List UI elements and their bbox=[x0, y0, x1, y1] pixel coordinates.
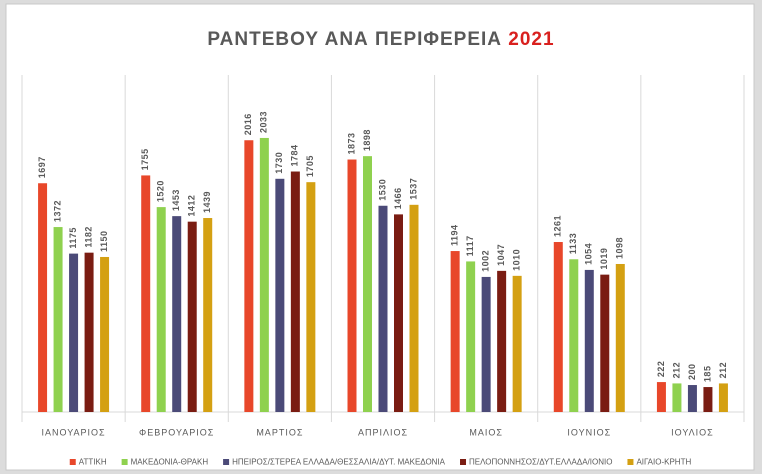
bar bbox=[409, 204, 419, 412]
x-tick-label: ΑΠΡΙΛΙΟΣ bbox=[358, 427, 408, 437]
bar bbox=[569, 259, 579, 412]
data-label: 2016 bbox=[243, 113, 253, 135]
legend-label: ΑΙΓΑΙΟ-ΚΡΗΤΗ bbox=[636, 458, 691, 467]
data-label: 1705 bbox=[305, 155, 315, 177]
x-tick-label: ΜΑΙΟΣ bbox=[469, 427, 503, 437]
legend-label: ΠΕΛΟΠΟΝΝΗΣΟΣ/ΔΥΤ.ΕΛΛΑΔΑ/ΙΟΝΙΟ bbox=[469, 458, 612, 467]
bar bbox=[141, 175, 151, 412]
bar bbox=[275, 178, 285, 412]
data-label: 2033 bbox=[259, 111, 269, 133]
data-label: 1412 bbox=[187, 195, 197, 217]
chart-title: ΡΑΝΤΕΒΟΥ ΑΝΑ ΠΕΡΙΦΕΡΕΙΑ 2021 bbox=[207, 29, 554, 50]
bar bbox=[69, 253, 79, 412]
bar bbox=[584, 269, 594, 412]
bar bbox=[656, 382, 666, 412]
data-label: 1697 bbox=[37, 156, 47, 178]
legend-swatch bbox=[121, 459, 128, 465]
data-label: 1117 bbox=[465, 235, 475, 256]
data-label: 1453 bbox=[171, 189, 181, 211]
data-label: 1194 bbox=[450, 225, 460, 247]
legend-label: ΜΑΚΕΔΟΝΙΑ-ΘΡΑΚΗ bbox=[131, 458, 209, 467]
data-label: 1466 bbox=[393, 187, 403, 209]
bar bbox=[363, 156, 372, 412]
data-label: 212 bbox=[718, 362, 728, 379]
legend-swatch bbox=[69, 459, 76, 465]
legend-label: ΗΠΕΙΡΟΣ/ΣΤΕΡΕΑ ΕΛΛΑΔΑ/ΘΕΣΣΑΛΙΑ/ΔΥΤ. ΜΑΚΕ… bbox=[232, 458, 446, 467]
data-label: 1261 bbox=[553, 215, 563, 237]
data-label: 1019 bbox=[599, 248, 609, 270]
data-label: 1755 bbox=[140, 148, 150, 170]
bar bbox=[615, 263, 625, 412]
legend-swatch bbox=[223, 459, 230, 465]
bar bbox=[53, 227, 63, 412]
data-label: 222 bbox=[656, 361, 666, 378]
bar bbox=[306, 182, 316, 412]
data-label: 1784 bbox=[290, 144, 300, 166]
bar bbox=[38, 183, 48, 412]
x-tick-label: ΙΑΝΟΥΑΡΙΟΣ bbox=[42, 427, 106, 437]
legend-label: ΑΤΤΙΚΗ bbox=[79, 458, 107, 467]
x-tick-label: ΦΕΒΡΟΥΑΡΙΟΣ bbox=[139, 427, 214, 437]
bar bbox=[687, 385, 697, 412]
data-label: 1372 bbox=[52, 200, 62, 222]
bar bbox=[347, 159, 357, 412]
bar bbox=[553, 242, 563, 412]
bar bbox=[672, 383, 682, 412]
title-text: ΡΑΝΤΕΒΟΥ ΑΝΑ ΠΕΡΙΦΕΡΕΙΑ bbox=[207, 29, 502, 50]
x-tick-label: ΙΟΥΝΙΟΣ bbox=[567, 427, 611, 437]
data-label: 1439 bbox=[202, 191, 212, 213]
bar bbox=[244, 140, 254, 412]
legend-swatch bbox=[627, 459, 634, 465]
data-label: 1182 bbox=[83, 226, 93, 248]
bar bbox=[172, 216, 182, 412]
bar bbox=[290, 171, 300, 412]
data-label: 1047 bbox=[496, 244, 506, 266]
bar bbox=[512, 275, 522, 412]
bar bbox=[187, 221, 197, 412]
data-label: 1098 bbox=[615, 237, 625, 259]
data-label: 1730 bbox=[274, 152, 284, 174]
data-label: 1898 bbox=[362, 129, 372, 151]
data-label: 1054 bbox=[584, 243, 594, 265]
bar bbox=[481, 276, 491, 412]
data-label: 1002 bbox=[481, 250, 491, 272]
bar bbox=[600, 274, 610, 412]
x-tick-label: ΙΟΥΛΙΟΣ bbox=[671, 427, 714, 437]
data-label: 1537 bbox=[408, 178, 418, 200]
data-label: 200 bbox=[687, 364, 697, 381]
bar bbox=[703, 387, 713, 412]
bar bbox=[450, 251, 460, 412]
data-label: 1520 bbox=[156, 180, 166, 202]
data-label: 1133 bbox=[568, 233, 578, 255]
bar bbox=[718, 383, 728, 412]
bar bbox=[378, 205, 388, 412]
data-label: 1010 bbox=[512, 249, 522, 271]
bar bbox=[100, 256, 110, 412]
data-label: 1150 bbox=[99, 230, 109, 252]
data-label: 1175 bbox=[68, 227, 78, 249]
legend-swatch bbox=[460, 459, 467, 465]
title-year: 2021 bbox=[508, 29, 554, 50]
x-tick-label: ΜΑΡΤΙΟΣ bbox=[256, 427, 303, 437]
bar bbox=[466, 261, 476, 412]
data-label: 1873 bbox=[346, 132, 356, 154]
data-label: 1530 bbox=[377, 179, 387, 201]
bar bbox=[394, 214, 403, 412]
bar bbox=[156, 207, 166, 412]
bar bbox=[84, 252, 94, 412]
bar bbox=[203, 218, 213, 412]
bar bbox=[259, 137, 269, 412]
data-label: 185 bbox=[702, 366, 712, 383]
bar bbox=[497, 270, 507, 412]
data-label: 212 bbox=[671, 362, 681, 379]
